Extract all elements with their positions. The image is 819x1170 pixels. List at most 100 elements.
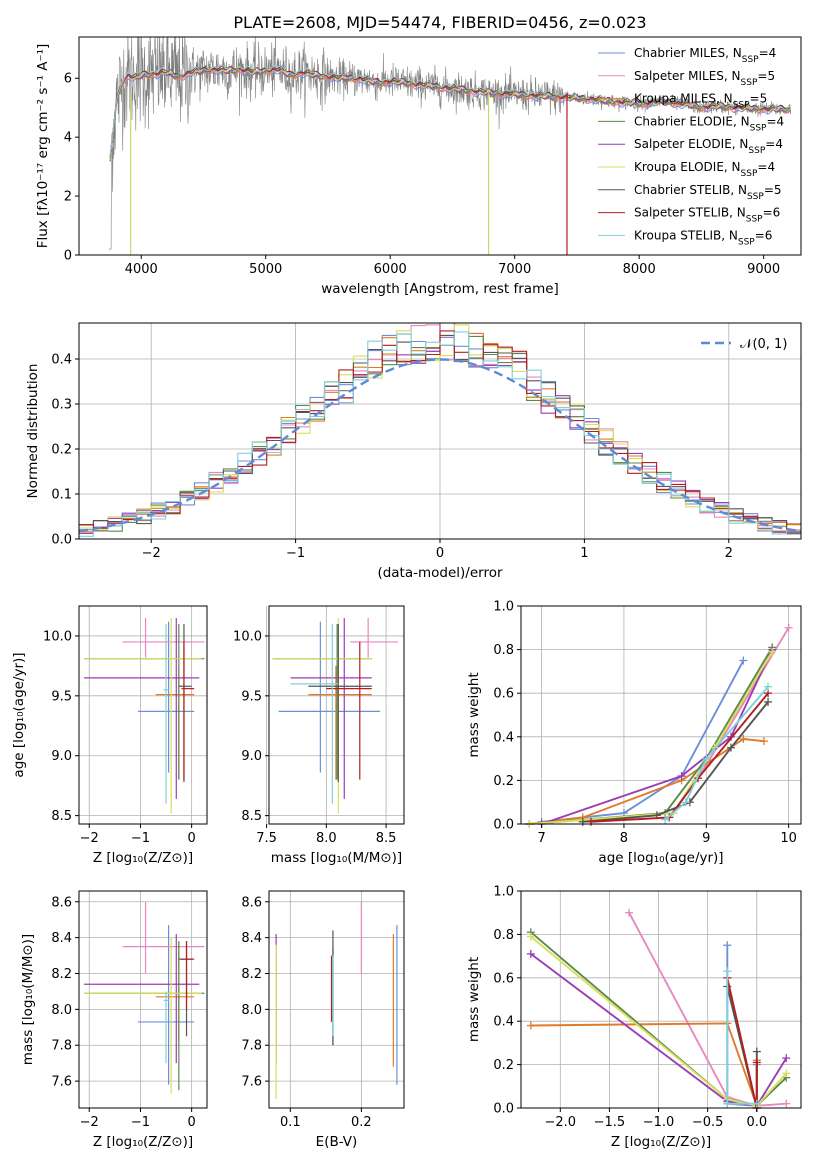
mass-weight-vs-Z-ytick-label: 0.0 xyxy=(493,1102,514,1117)
mass-vs-Z-frame xyxy=(78,890,208,1109)
age-vs-mass-point-chabrier-miles xyxy=(278,621,381,773)
age-vs-Z-point-kroupa-stelib xyxy=(163,623,169,804)
mass-vs-Z-point-salpeter-elodie xyxy=(84,934,200,1064)
mass-weight-vs-Z-marker-salpeter-elodie xyxy=(782,1054,791,1063)
mass-vs-ebv-frame xyxy=(268,890,405,1109)
mass-vs-Z-ytick-label: 8.2 xyxy=(51,967,72,982)
mass-weight-vs-age-xtick-label: 7 xyxy=(537,831,545,846)
spectrum-ylabel: Flux [fλ10⁻¹⁷ erg cm⁻² s⁻¹ A⁻¹] xyxy=(35,44,51,249)
mass-weight-vs-age-frame xyxy=(520,605,802,825)
age-vs-Z-xtick-label: −2 xyxy=(80,831,99,846)
age-vs-Z-ytick-label: 10.0 xyxy=(43,629,72,644)
age-vs-Z-ytick-label: 8.5 xyxy=(51,809,72,824)
spectrum-xtick-label: 4000 xyxy=(125,262,158,277)
age-vs-Z-ytick-label: 9.0 xyxy=(51,749,72,764)
mass-vs-ebv-ytick-label: 7.8 xyxy=(241,1039,262,1054)
mass-weight-vs-Z-ytick-label: 0.2 xyxy=(493,1058,514,1073)
age-vs-mass-point-salpeter-elodie xyxy=(290,617,372,799)
mass-weight-vs-age-marker-kroupa-stelib xyxy=(702,754,711,763)
spectrum-xtick-label: 9000 xyxy=(747,262,780,277)
residuals-ytick-label: 0.1 xyxy=(51,488,72,503)
mass-weight-vs-age-marker-chabrier-stelib xyxy=(727,743,735,752)
mass-weight-vs-age-marker-kroupa-miles xyxy=(759,737,768,746)
mass-vs-ebv-xtick-label: 0.2 xyxy=(351,1115,372,1130)
residuals-ytick-label: 0.2 xyxy=(51,443,72,458)
spectrum-ytick-label: 2 xyxy=(64,190,72,205)
age-vs-mass-xtick-label: 8.5 xyxy=(376,831,397,846)
mass-weight-vs-age-ytick-label: 0.4 xyxy=(493,730,514,745)
spectrum-title: PLATE=2608, MJD=54474, FIBERID=0456, z=0… xyxy=(233,13,646,32)
mass-weight-vs-Z-marker-kroupa-stelib xyxy=(723,1099,732,1108)
mass-weight-vs-Z-xtick-label: −1.0 xyxy=(643,1115,675,1130)
mass-weight-vs-age-ytick-label: 0.6 xyxy=(493,687,514,702)
mass-weight-vs-Z-xtick-label: 0.0 xyxy=(746,1115,767,1130)
mass-weight-vs-age-marker-chabrier-miles xyxy=(739,656,748,665)
mass-weight-vs-age-xlabel: age [log₁₀(age/yr)] xyxy=(598,850,723,866)
legend-entry-salpeter-miles: Salpeter MILES, NSSP=5 xyxy=(634,69,775,88)
mass-vs-ebv-ytick-label: 8.6 xyxy=(241,895,262,910)
mass-vs-ebv-ytick-label: 7.6 xyxy=(241,1075,262,1090)
mass-weight-vs-Z-marker-kroupa-miles xyxy=(526,1021,535,1030)
mass-weight-vs-age-line-kroupa-stelib xyxy=(664,686,769,821)
mass-weight-vs-age-xtick-label: 8 xyxy=(620,831,628,846)
mass-vs-Z-xtick-label: −2 xyxy=(80,1115,99,1130)
mass-vs-Z-xtick-label: 0 xyxy=(187,1115,195,1130)
residuals-xtick-label: 2 xyxy=(725,546,733,561)
mass-weight-vs-age-line-salpeter-stelib xyxy=(590,692,769,823)
mass-weight-vs-age-marker-salpeter-elodie xyxy=(677,772,686,781)
age-vs-mass-xlabel: mass [log₁₀(M/M⊙)] xyxy=(271,850,402,866)
mass-weight-vs-Z-line-salpeter-miles xyxy=(628,912,787,1107)
mass-vs-ebv-ytick-label: 8.4 xyxy=(241,931,262,946)
mass-vs-Z-ylabel: mass [log₁₀(M/M⊙)] xyxy=(20,934,36,1065)
mass-weight-vs-Z-marker-chabrier-miles xyxy=(723,941,732,950)
mass-vs-Z-xlabel: Z [log₁₀(Z/Z⊙)] xyxy=(93,1134,193,1150)
mass-vs-Z-ytick-label: 7.8 xyxy=(51,1039,72,1054)
mass-weight-vs-Z-ylabel: mass weight xyxy=(466,957,482,1042)
mass-weight-vs-age-line-kroupa-elodie xyxy=(529,651,774,825)
mass-weight-vs-age-marker-salpeter-miles xyxy=(784,623,793,632)
mass-weight-vs-Z-marker-salpeter-miles xyxy=(782,1099,791,1108)
mass-vs-Z-point-salpeter-miles xyxy=(122,901,205,974)
age-vs-Z-ytick-label: 9.5 xyxy=(51,689,72,704)
spectrum-xtick-label: 5000 xyxy=(249,262,282,277)
mass-vs-Z-point-kroupa-stelib xyxy=(163,991,169,1064)
age-vs-mass-point-kroupa-stelib xyxy=(290,623,339,804)
mass-weight-vs-age-marker-kroupa-miles xyxy=(739,734,748,743)
mass-weight-vs-age-marker-chabrier-stelib xyxy=(764,697,773,706)
age-vs-mass-ytick-label: 10.0 xyxy=(233,629,262,644)
age-vs-mass-point-kroupa-miles xyxy=(308,665,372,780)
mass-weight-vs-Z-ytick-label: 0.8 xyxy=(493,928,514,943)
mass-weight-vs-Z-ytick-label: 1.0 xyxy=(493,885,514,900)
age-vs-mass-xtick-label: 7.5 xyxy=(256,831,277,846)
legend-entry-salpeter-elodie: Salpeter ELODIE, NSSP=4 xyxy=(634,137,783,156)
mass-vs-Z-ytick-label: 7.6 xyxy=(51,1075,72,1090)
mass-weight-vs-Z-line-kroupa-elodie xyxy=(530,935,788,1107)
mass-weight-vs-Z-marker-chabrier-stelib xyxy=(752,1047,761,1056)
age-vs-Z-xlabel: Z [log₁₀(Z/Z⊙)] xyxy=(93,850,193,866)
age-vs-mass-ytick-label: 9.0 xyxy=(241,749,262,764)
mass-weight-vs-age-ylabel: mass weight xyxy=(466,672,482,757)
model-spectrum-salpeter-stelib xyxy=(109,65,790,157)
residuals-ytick-label: 0.3 xyxy=(51,398,72,413)
age-vs-mass-xtick-label: 8.0 xyxy=(316,831,337,846)
mass-weight-vs-age-ytick-label: 1.0 xyxy=(493,600,514,615)
mass-weight-vs-Z-marker-salpeter-stelib xyxy=(752,1058,761,1067)
mass-weight-vs-age-xtick-label: 10 xyxy=(780,831,797,846)
residuals-xtick-label: 0 xyxy=(436,546,444,561)
legend-entry-kroupa-miles: Kroupa MILES, NSSP=5 xyxy=(634,92,767,111)
mass-weight-vs-Z-marker-kroupa-elodie xyxy=(782,1069,791,1078)
age-vs-mass-frame xyxy=(268,605,405,825)
spectrum-xtick-label: 8000 xyxy=(623,262,656,277)
mass-weight-vs-age-ytick-label: 0.0 xyxy=(493,818,514,833)
mass-weight-vs-Z-xtick-label: −0.5 xyxy=(692,1115,724,1130)
spectrum-xlabel: wavelength [Angstrom, rest frame] xyxy=(321,281,559,297)
age-vs-mass-ytick-label: 8.5 xyxy=(241,809,262,824)
mass-weight-vs-Z-marker-kroupa-elodie xyxy=(526,932,535,941)
mass-weight-vs-Z-marker-salpeter-miles xyxy=(625,908,634,917)
mass-weight-vs-age-marker-kroupa-elodie xyxy=(768,647,777,656)
spectrum-ytick-label: 6 xyxy=(64,72,72,87)
mass-weight-vs-age-marker-kroupa-stelib xyxy=(661,815,670,824)
residuals-ylabel: Normed distribution xyxy=(25,364,41,499)
mass-weight-vs-age-xtick-label: 9 xyxy=(702,831,710,846)
